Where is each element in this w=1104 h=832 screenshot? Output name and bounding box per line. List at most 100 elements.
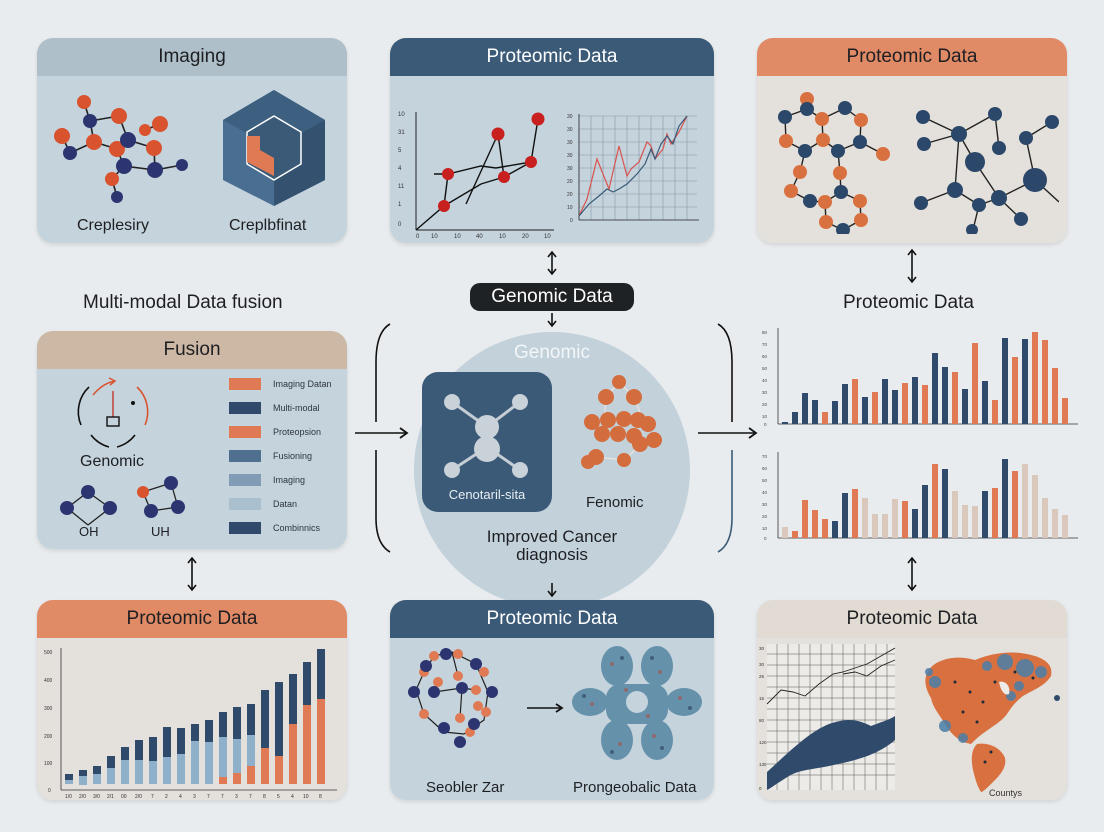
- right-arrow-into-center: [355, 427, 409, 439]
- svg-text:5: 5: [398, 148, 402, 154]
- svg-text:0: 0: [570, 218, 573, 224]
- genomic-data-pill: Genomic Data: [470, 283, 634, 311]
- svg-text:0: 0: [416, 234, 420, 240]
- svg-text:120: 120: [759, 740, 767, 745]
- svg-text:10: 10: [762, 414, 768, 419]
- molecule-icon: [54, 95, 188, 203]
- svg-text:0: 0: [764, 422, 767, 427]
- svg-text:00: 00: [121, 794, 127, 800]
- svg-text:30: 30: [567, 153, 573, 159]
- proteomic-charts-panel: Proteomic Data 10 31 5 4 11 1 0 0 10 10 40 10 20 1…: [390, 38, 714, 243]
- legend-item: Datan: [229, 492, 332, 516]
- proteomic-structure-title: Proteomic Data: [390, 600, 714, 638]
- proteomic-stacked-body: 500 400 300 200 100 0: [37, 638, 347, 800]
- svg-text:2/0: 2/0: [135, 794, 142, 800]
- svg-text:10: 10: [454, 234, 461, 240]
- molecule-label-uh: UH: [151, 524, 170, 539]
- map-caption: Countys: [989, 788, 1023, 798]
- svg-text:3: 3: [235, 794, 238, 800]
- svg-text:10: 10: [567, 205, 573, 211]
- diagnosis-line-2: diagnosis: [516, 545, 588, 564]
- svg-text:30: 30: [762, 502, 768, 507]
- genomic-circle: Genomic Cenotaril-sita Fenomic Improved …: [414, 332, 690, 608]
- fusion-genomic-caption: Genomic: [80, 453, 145, 470]
- svg-text:40: 40: [762, 490, 768, 495]
- proteomic-stacked-panel: Proteomic Data 500 400 300 200 100 0: [37, 600, 347, 800]
- area-fill: [767, 716, 895, 790]
- fusion-panel-title: Fusion: [37, 331, 347, 369]
- down-arrow-pill: [547, 313, 557, 328]
- svg-text:30: 30: [567, 127, 573, 133]
- legend-item: Multi-modal: [229, 396, 332, 420]
- proteomic-map-body: 30 30 25 15 80 120 130 0 Countys: [757, 638, 1067, 800]
- imaging-left-caption: Creplesiry: [77, 217, 150, 234]
- genomic-circle-title: Genomic: [513, 342, 591, 363]
- imaging-panel: Imaging: [37, 38, 347, 243]
- svg-text:40: 40: [476, 234, 483, 240]
- svg-text:30: 30: [759, 646, 765, 651]
- legend-label: Datan: [273, 499, 298, 509]
- legend-swatch: [229, 522, 261, 534]
- legend-label: Fusioning: [273, 451, 313, 461]
- svg-text:1: 1: [398, 202, 402, 208]
- svg-text:4: 4: [398, 166, 402, 172]
- fusion-panel: Fusion Genomic: [37, 331, 347, 549]
- fenomic-caption: Fenomic: [586, 494, 644, 511]
- hexagonal-molecule-icon: [778, 92, 890, 234]
- molecule-label-oh: OH: [79, 524, 99, 539]
- down-arrow-center: [547, 583, 557, 598]
- svg-text:10: 10: [499, 234, 506, 240]
- ring-molecule-icon-2: [137, 476, 185, 518]
- hexagon-cube-icon: [223, 90, 325, 206]
- legend-swatch: [229, 450, 261, 462]
- svg-text:40: 40: [762, 378, 768, 383]
- legend-label: Proteopsion: [273, 427, 322, 437]
- left-bracket: [375, 323, 391, 553]
- multimodal-fusion-title: Multi-modal Data fusion: [83, 292, 283, 313]
- svg-text:20: 20: [567, 179, 573, 185]
- right-arrow-out-of-center: [698, 427, 758, 439]
- legend-item: Imaging: [229, 468, 332, 492]
- svg-text:0: 0: [48, 788, 51, 794]
- svg-text:80: 80: [759, 718, 765, 723]
- seobler-zar-caption: Seobler Zar: [426, 779, 505, 796]
- svg-text:2/1: 2/1: [107, 794, 114, 800]
- world-map-icon: [925, 652, 1060, 792]
- prongeobalic-data-caption: Prongeobalic Data: [573, 779, 697, 796]
- line-lower: [842, 659, 896, 677]
- imaging-panel-body: Creplesiry Creplbfinat: [37, 76, 347, 243]
- legend-swatch: [229, 498, 261, 510]
- svg-text:30: 30: [567, 166, 573, 172]
- protein-cluster-icon: [581, 375, 662, 469]
- proteomic-molecules-panel: Proteomic Data: [757, 38, 1067, 243]
- svg-text:50: 50: [762, 366, 768, 371]
- imaging-right-caption: Creplbfinat: [229, 217, 307, 234]
- svg-text:300: 300: [44, 706, 53, 712]
- dumbbell-molecule-icon: [444, 394, 528, 478]
- svg-text:31: 31: [398, 130, 405, 136]
- svg-text:20: 20: [762, 514, 768, 519]
- svg-text:2/0: 2/0: [79, 794, 86, 800]
- ring-molecule-icon-1: [60, 485, 117, 526]
- svg-text:10: 10: [303, 794, 309, 800]
- proteomic-structure-body: Seobler Zar Prongeobalic Data: [390, 638, 714, 800]
- svg-text:130: 130: [759, 762, 767, 767]
- svg-text:80: 80: [762, 330, 768, 335]
- proteomic-structure-panel: Proteomic Data: [390, 600, 714, 800]
- legend-swatch: [229, 402, 261, 414]
- double-arrow-top-center: [547, 250, 557, 276]
- svg-text:20: 20: [762, 402, 768, 407]
- legend-label: Imaging Datan: [273, 379, 332, 389]
- svg-text:8: 8: [319, 794, 322, 800]
- svg-text:60: 60: [762, 354, 768, 359]
- svg-text:7: 7: [151, 794, 154, 800]
- double-arrow-right-bottom: [907, 556, 917, 592]
- svg-text:0: 0: [398, 222, 402, 228]
- svg-text:30: 30: [759, 662, 765, 667]
- svg-text:70: 70: [762, 342, 768, 347]
- svg-text:400: 400: [44, 678, 53, 684]
- proteomic-molecules-body: [757, 76, 1067, 243]
- protein-structure-icon: [572, 646, 702, 760]
- fusion-panel-body: Genomic OH UH Imaging Datan Multi-modal …: [37, 369, 347, 549]
